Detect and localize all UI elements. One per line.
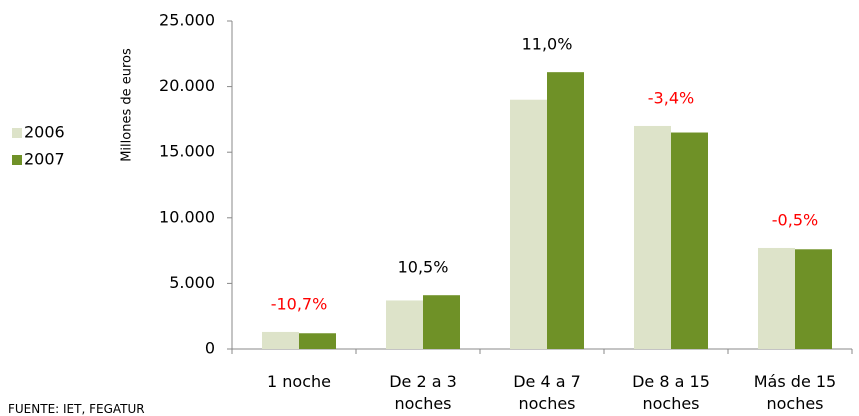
bar: [758, 247, 795, 349]
legend-label: 2006: [24, 123, 65, 142]
bar: [262, 331, 299, 349]
x-tick-label: De 8 a 15 noches: [632, 372, 710, 413]
source: FUENTE: IET, FEGATUR: [8, 402, 145, 416]
y-tick-label: 5.000: [169, 273, 215, 292]
bar: [423, 295, 460, 349]
x-tick-label: De 2 a 3 noches: [389, 372, 457, 413]
bar: [634, 125, 671, 350]
annotation: -10,7%: [271, 294, 328, 313]
y-tick-label: 15.000: [159, 142, 215, 161]
annotation: -3,4%: [648, 88, 694, 107]
y-tick-label: 25.000: [159, 11, 215, 30]
y-axis-label: Millones de euros: [120, 48, 135, 162]
annotation: 11,0%: [522, 35, 573, 54]
bar: [547, 72, 584, 349]
annotation: -0,5%: [772, 210, 818, 229]
legend-swatch: [12, 128, 22, 138]
bar: [386, 300, 423, 349]
bar: [299, 333, 336, 349]
bar: [671, 132, 708, 349]
y-tick-label: 10.000: [159, 207, 215, 226]
x-tick-label: Más de 15 noches: [753, 372, 837, 413]
y-tick-label: 20.000: [159, 76, 215, 95]
y-tick-label: 0: [205, 339, 215, 358]
legend-swatch: [12, 155, 22, 165]
bar: [795, 249, 832, 349]
bar: [510, 99, 547, 349]
x-tick-label: De 4 a 7 noches: [513, 372, 581, 413]
legend-label: 2007: [24, 150, 65, 169]
x-tick-label: 1 noche: [267, 372, 331, 391]
annotation: 10,5%: [398, 258, 449, 277]
